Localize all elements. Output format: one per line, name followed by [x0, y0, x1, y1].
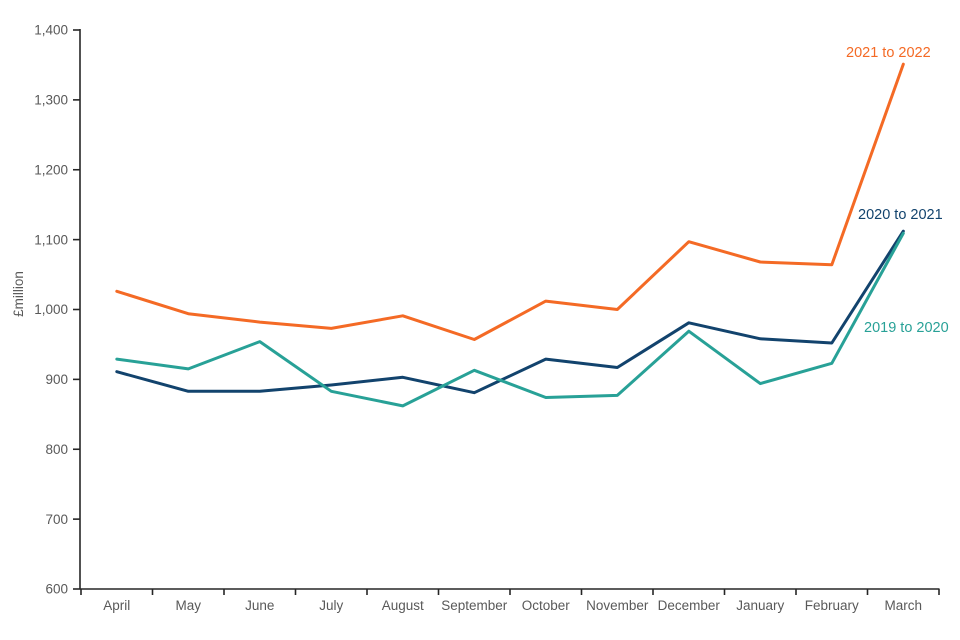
axes: 600 700 800 900 1,000 1,100 1,200 1,300 1,400 Apr…	[34, 23, 940, 613]
x-tick-label-april: April	[103, 598, 130, 613]
x-tick-label-december: December	[658, 598, 721, 613]
x-tick-label-february: February	[805, 598, 859, 613]
x-tick-label-july: July	[319, 598, 343, 613]
x-tick-label-august: August	[382, 598, 424, 613]
series-label-2019-to-2020: 2019 to 2020	[864, 320, 949, 336]
x-tick-label-october: October	[522, 598, 571, 613]
y-tick-label-1-000: 1,000	[34, 302, 68, 317]
y-tick-label-600: 600	[45, 582, 68, 597]
series-line-2021-to-2022	[115, 62, 905, 341]
y-tick-label-700: 700	[45, 512, 68, 527]
series-label-2021-to-2022: 2021 to 2022	[846, 45, 931, 61]
x-tick-label-september: September	[441, 598, 508, 613]
y-axis-title: £million	[11, 271, 26, 317]
y-tick-label-1-300: 1,300	[34, 93, 68, 108]
series-line-2020-to-2021	[115, 229, 905, 395]
y-tick-label-1-100: 1,100	[34, 232, 68, 247]
y-tick-label-900: 900	[45, 372, 68, 387]
series-labels: 2021 to 2022 2020 to 2021 2019 to 2020	[846, 45, 949, 336]
x-tick-label-june: June	[245, 598, 274, 613]
x-tick-label-may: May	[175, 598, 201, 613]
series-label-2020-to-2021: 2020 to 2021	[858, 207, 943, 223]
series-line-2019-to-2020	[115, 231, 905, 408]
x-tick-label-march: March	[884, 598, 922, 613]
y-tick-label-800: 800	[45, 442, 68, 457]
x-tick-label-january: January	[736, 598, 784, 613]
series-lines	[115, 62, 905, 408]
y-tick-label-1-400: 1,400	[34, 23, 68, 38]
y-tick-label-1-200: 1,200	[34, 162, 68, 177]
x-tick-label-november: November	[586, 598, 649, 613]
